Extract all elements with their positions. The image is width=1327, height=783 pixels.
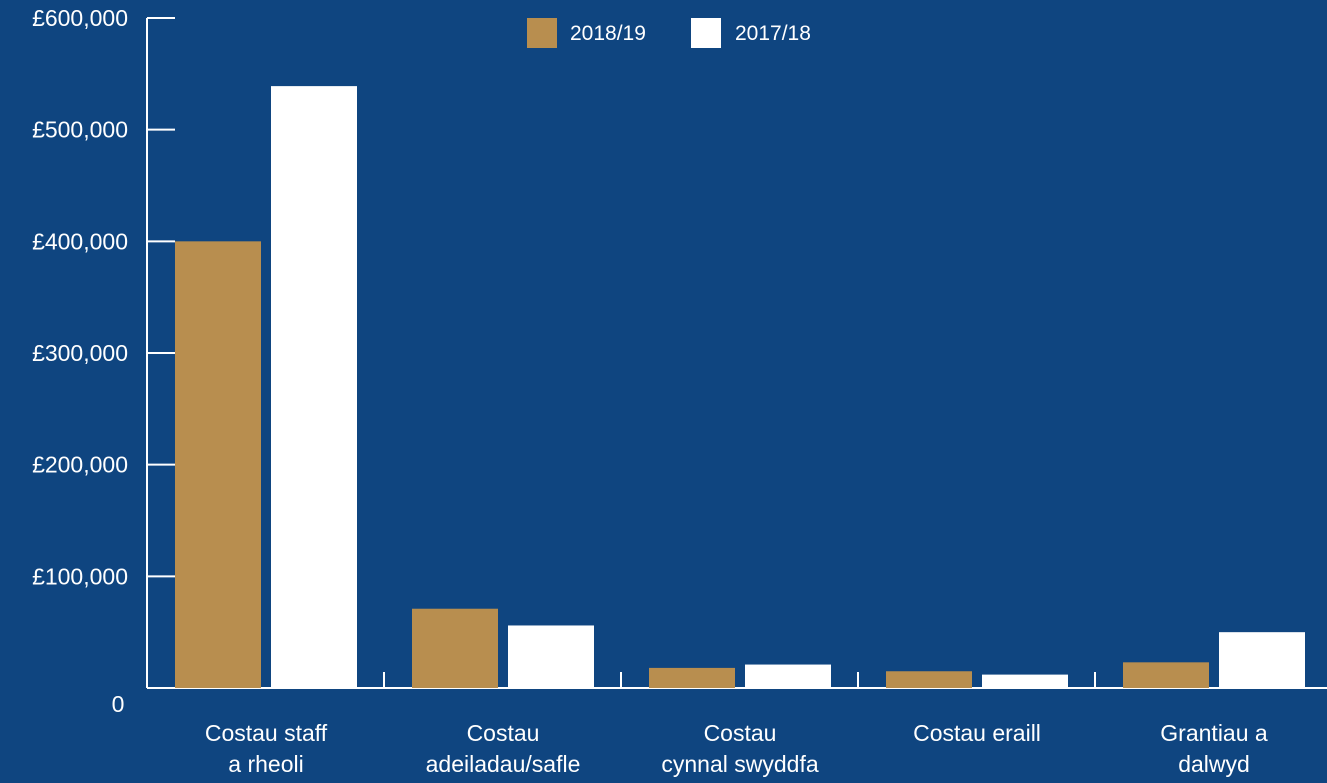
- y-tick-label: £600,000: [32, 5, 128, 31]
- bar-2018-19-0: [175, 241, 261, 689]
- y-tick-label: 0: [112, 691, 125, 717]
- legend-swatch: [691, 18, 721, 48]
- bar-2018-19-3: [886, 671, 972, 688]
- bar-2017-18-0: [271, 86, 357, 688]
- bars: [175, 86, 1305, 689]
- x-tick-labels: Costau staff a rheoli Costau adeiladau/safl…: [205, 720, 1268, 777]
- y-tick-label: £500,000: [32, 117, 128, 143]
- bar-2017-18-4: [1219, 632, 1305, 688]
- legend-label: 2017/18: [735, 22, 811, 45]
- x-tick-label: Costau cynnal swyddfa: [661, 720, 818, 777]
- bar-2018-19-4: [1123, 662, 1209, 688]
- bar-2017-18-2: [745, 664, 831, 688]
- legend-swatch: [527, 18, 557, 48]
- x-tick-label: Grantiau a dalwyd: [1160, 720, 1268, 777]
- y-tick-label: £400,000: [32, 228, 128, 254]
- y-tick-label: £300,000: [32, 340, 128, 366]
- bar-2017-18-3: [982, 674, 1068, 688]
- bar-2018-19-1: [412, 608, 498, 688]
- x-tick-label: Costau staff a rheoli: [205, 720, 328, 777]
- y-tick-label: £200,000: [32, 452, 128, 478]
- x-tick-label: Costau adeiladau/safle: [426, 720, 581, 777]
- legend-label: 2018/19: [570, 22, 646, 45]
- bar-2017-18-1: [508, 625, 594, 688]
- x-tick-label: Costau eraill: [913, 720, 1041, 746]
- bar-2018-19-2: [649, 667, 735, 688]
- y-axis: 0 £100,000 £200,000 £300,000 £400,000 £500,00…: [32, 5, 175, 717]
- y-tick-label: £100,000: [32, 563, 128, 589]
- legend: 2018/19 2017/18: [527, 18, 811, 48]
